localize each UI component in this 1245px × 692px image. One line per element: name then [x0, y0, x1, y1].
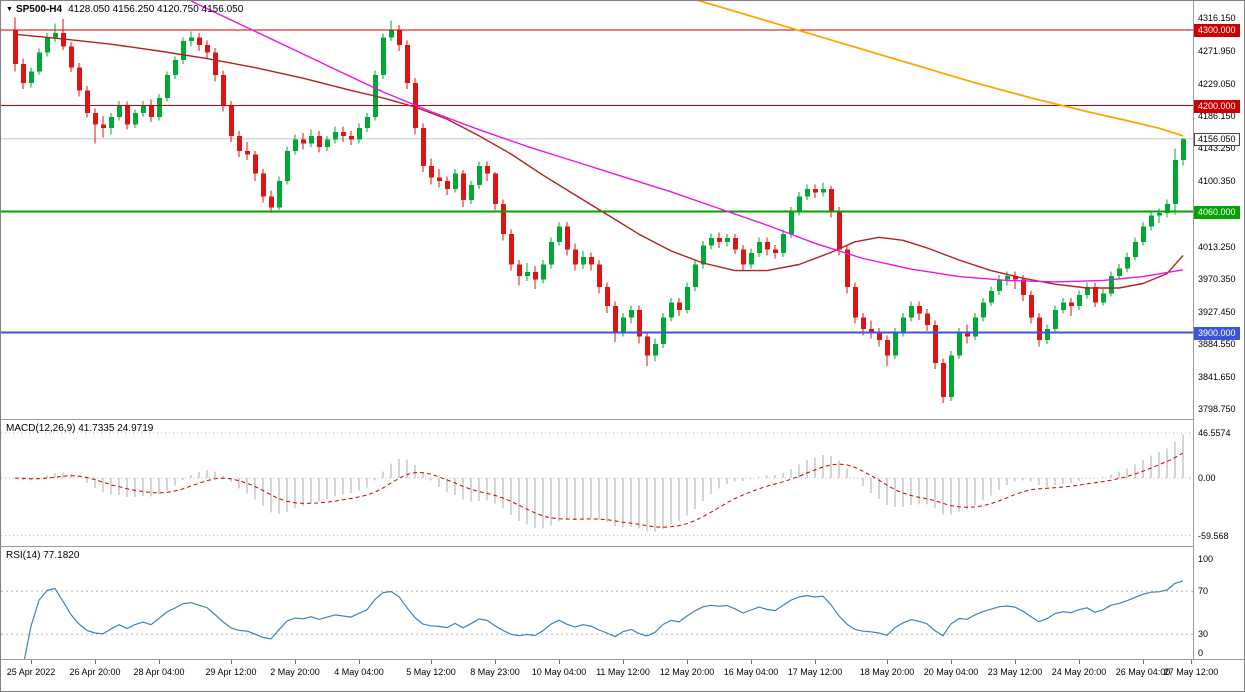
price-tick-label: 3841.650: [1198, 371, 1236, 382]
time-tick: [159, 660, 160, 664]
price-tick-label: 3970.350: [1198, 274, 1236, 285]
rsi-canvas[interactable]: [1, 547, 1193, 659]
price-line-label-3900: 3900.000: [1194, 326, 1240, 340]
macd-axis-label: 46.5574: [1198, 427, 1231, 438]
time-label: 8 May 23:00: [470, 667, 520, 677]
price-tick-label: 3927.450: [1198, 306, 1236, 317]
price-line-label-4300: 4300.000: [1194, 23, 1240, 37]
time-label: 5 May 12:00: [406, 667, 456, 677]
price-tick-label: 4271.950: [1198, 46, 1236, 57]
macd-axis-label: 0.00: [1198, 473, 1216, 484]
ma-slow-line: [696, 1, 1184, 137]
macd-axis-label: -59.568: [1198, 530, 1229, 541]
price-tick-label: 4186.150: [1198, 110, 1236, 121]
price-tick-label: 4316.150: [1198, 12, 1236, 23]
time-label: 26 May 04:00: [1115, 667, 1171, 677]
time-label: 24 May 20:00: [1051, 667, 1107, 677]
time-tick: [1191, 660, 1192, 664]
macd-name: MACD(12,26,9): [6, 423, 76, 434]
main-chart-canvas[interactable]: [1, 1, 1193, 419]
time-tick: [431, 660, 432, 664]
rsi-line: [23, 580, 1184, 659]
price-axis-border: [1193, 1, 1194, 659]
main-chart-pane[interactable]: ▼ SP500-H4 4128.050 4156.250 4120.750 4156…: [1, 1, 1193, 419]
price-line-label-4060: 4060.000: [1194, 205, 1240, 219]
time-label: 27 May 12:00: [1163, 667, 1219, 677]
macd-label: MACD(12,26,9) 41.7335 24.9719: [6, 423, 153, 434]
time-label: 16 May 04:00: [723, 667, 779, 677]
time-label: 10 May 04:00: [531, 667, 587, 677]
macd-values: 41.7335 24.9719: [78, 423, 154, 434]
ma-mid-line: [190, 1, 1184, 283]
time-label: 20 May 04:00: [923, 667, 979, 677]
time-tick: [1143, 660, 1144, 664]
time-label: 25 Apr 2022: [6, 667, 56, 677]
macd-indicator-pane[interactable]: MACD(12,26,9) 41.7335 24.9719: [1, 420, 1193, 546]
rsi-axis-label: 0: [1198, 648, 1204, 658]
time-label: 12 May 20:00: [659, 667, 715, 677]
ma-fast-line: [14, 33, 1184, 289]
time-tick: [95, 660, 96, 664]
time-tick: [623, 660, 624, 664]
rsi-indicator-pane[interactable]: RSI(14) 77.1820: [1, 547, 1193, 659]
time-tick: [495, 660, 496, 664]
time-label: 23 May 12:00: [987, 667, 1043, 677]
time-label: 18 May 20:00: [859, 667, 915, 677]
macd-histogram: [22, 434, 1184, 532]
time-tick: [359, 660, 360, 664]
chevron-down-icon[interactable]: ▼: [6, 6, 13, 13]
price-tick-label: 3798.750: [1198, 404, 1236, 415]
price-axis[interactable]: 4316.150 4271.950 4229.050 4186.150 4143.250…: [1194, 1, 1244, 659]
symbol-ohlc-label: ▼ SP500-H4 4128.050 4156.250 4120.750 4156…: [6, 4, 243, 15]
ohlc-values: 4128.050 4156.250 4120.750 4156.050: [68, 4, 244, 15]
price-tick-label: 4100.350: [1198, 175, 1236, 186]
time-tick: [751, 660, 752, 664]
macd-signal-line: [14, 452, 1184, 528]
time-label: 11 May 12:00: [596, 667, 650, 677]
time-label: 26 Apr 20:00: [69, 667, 121, 677]
price-line-label-4156.05: 4156.050: [1194, 132, 1240, 146]
rsi-axis-label: 30: [1198, 629, 1209, 640]
price-tick-label: 4013.250: [1198, 241, 1236, 252]
pane-separator: [1, 659, 1244, 660]
rsi-axis-label: 70: [1198, 586, 1209, 597]
time-tick: [295, 660, 296, 664]
time-label: 4 May 04:00: [334, 667, 384, 677]
rsi-axis-label: 100: [1198, 553, 1214, 564]
time-tick: [687, 660, 688, 664]
time-label: 17 May 12:00: [787, 667, 843, 677]
price-tick-label: 4143.250: [1198, 143, 1236, 154]
time-tick: [1015, 660, 1016, 664]
time-tick: [231, 660, 232, 664]
time-label: 29 Apr 12:00: [205, 667, 257, 677]
time-tick: [1079, 660, 1080, 664]
rsi-label: RSI(14) 77.1820: [6, 550, 79, 561]
symbol-name: SP500-H4: [15, 4, 63, 15]
time-tick: [31, 660, 32, 664]
pane-separator[interactable]: [1, 419, 1244, 420]
time-axis[interactable]: 25 Apr 2022 26 Apr 20:00 28 Apr 04:00 29 Ap…: [1, 660, 1244, 691]
time-label: 28 Apr 04:00: [133, 667, 185, 677]
time-label: 2 May 20:00: [270, 667, 320, 677]
rsi-values: 77.1820: [43, 550, 80, 561]
rsi-name: RSI(14): [6, 550, 41, 561]
time-tick: [815, 660, 816, 664]
time-tick: [887, 660, 888, 664]
price-tick-label: 4229.050: [1198, 78, 1236, 89]
time-tick: [559, 660, 560, 664]
pane-separator[interactable]: [1, 546, 1244, 547]
macd-canvas[interactable]: [1, 420, 1193, 546]
time-tick: [951, 660, 952, 664]
price-line-label-4200: 4200.000: [1194, 99, 1240, 113]
price-tick-label: 3884.550: [1198, 339, 1236, 350]
